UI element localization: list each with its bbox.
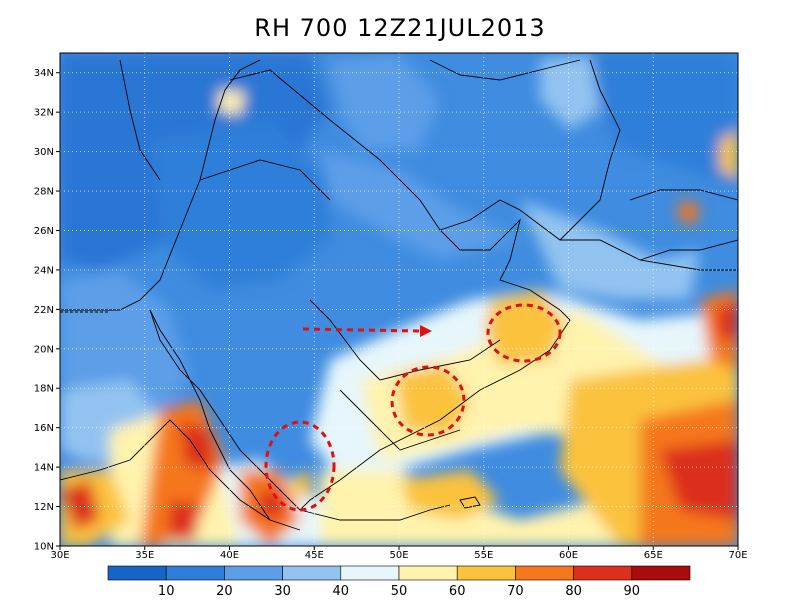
- lat-tick-label: 26N: [34, 226, 54, 237]
- lon-tick-label: 30E: [50, 550, 69, 561]
- lat-tick-label: 30N: [34, 147, 54, 158]
- annotation-arrow-head: [420, 325, 432, 337]
- colorbar-label: 30: [274, 584, 291, 599]
- colorbar-label: 80: [565, 584, 582, 599]
- longitude-axis: 30E 35E 40E 45E 50E 55E 60E 65E 70E: [50, 546, 748, 561]
- lat-tick-label: 14N: [34, 463, 54, 474]
- lat-tick-label: 22N: [34, 305, 54, 316]
- colorbar-label: 50: [391, 584, 408, 599]
- lat-tick-label: 32N: [34, 108, 54, 119]
- lat-tick-label: 18N: [34, 384, 54, 395]
- lon-tick-label: 35E: [135, 550, 154, 561]
- graticule: [60, 53, 738, 546]
- annotation-circle-hadramaut: [390, 365, 466, 437]
- colorbar-label: 40: [333, 584, 350, 599]
- colorbar-swatch: [631, 565, 691, 581]
- chart-title: RH 700 12Z21JUL2013: [254, 14, 546, 42]
- lon-tick-label: 70E: [728, 550, 747, 561]
- rh-field: [60, 53, 738, 546]
- colorbar-swatch: [340, 565, 400, 581]
- lat-tick-label: 24N: [34, 265, 54, 276]
- lat-tick-label: 10N: [34, 542, 54, 553]
- annotation-circle-yemen: [264, 420, 336, 512]
- colorbar-label: 70: [507, 584, 524, 599]
- colorbar-swatch: [107, 565, 167, 581]
- colorbar-label: 90: [624, 584, 641, 599]
- colorbar-swatch: [456, 565, 516, 581]
- colorbar-swatch: [224, 565, 283, 581]
- lat-tick-label: 28N: [34, 187, 54, 198]
- lon-tick-label: 45E: [305, 550, 324, 561]
- lon-tick-label: 55E: [474, 550, 493, 561]
- lat-tick-label: 12N: [34, 502, 54, 513]
- colorbar-swatch: [515, 565, 574, 581]
- colorbar-label: 10: [158, 584, 175, 599]
- colorbar-labels: 10 20 30 40 50 60 70 80 90: [158, 584, 640, 599]
- colorbar: [107, 565, 691, 581]
- coastlines: [60, 59, 738, 531]
- colorbar-swatch: [282, 565, 342, 581]
- lon-tick-label: 50E: [389, 550, 408, 561]
- lat-tick-label: 16N: [34, 423, 54, 434]
- annotation-circle-oman: [486, 303, 562, 363]
- colorbar-swatch: [165, 565, 225, 581]
- lat-tick-label: 34N: [34, 68, 54, 79]
- lon-tick-label: 60E: [559, 550, 578, 561]
- colorbar-swatch: [398, 565, 458, 581]
- colorbar-label: 20: [216, 584, 233, 599]
- annotations: [264, 303, 562, 512]
- latitude-axis: 10N 12N 14N 16N 18N 20N 22N 24N 26N 28N 30N 32N 34N: [34, 68, 60, 553]
- annotation-arrow-shaft: [302, 327, 421, 333]
- lon-tick-label: 40E: [220, 550, 239, 561]
- colorbar-swatch: [573, 565, 633, 581]
- lon-tick-label: 65E: [644, 550, 663, 561]
- colorbar-label: 60: [449, 584, 466, 599]
- lat-tick-label: 20N: [34, 344, 54, 355]
